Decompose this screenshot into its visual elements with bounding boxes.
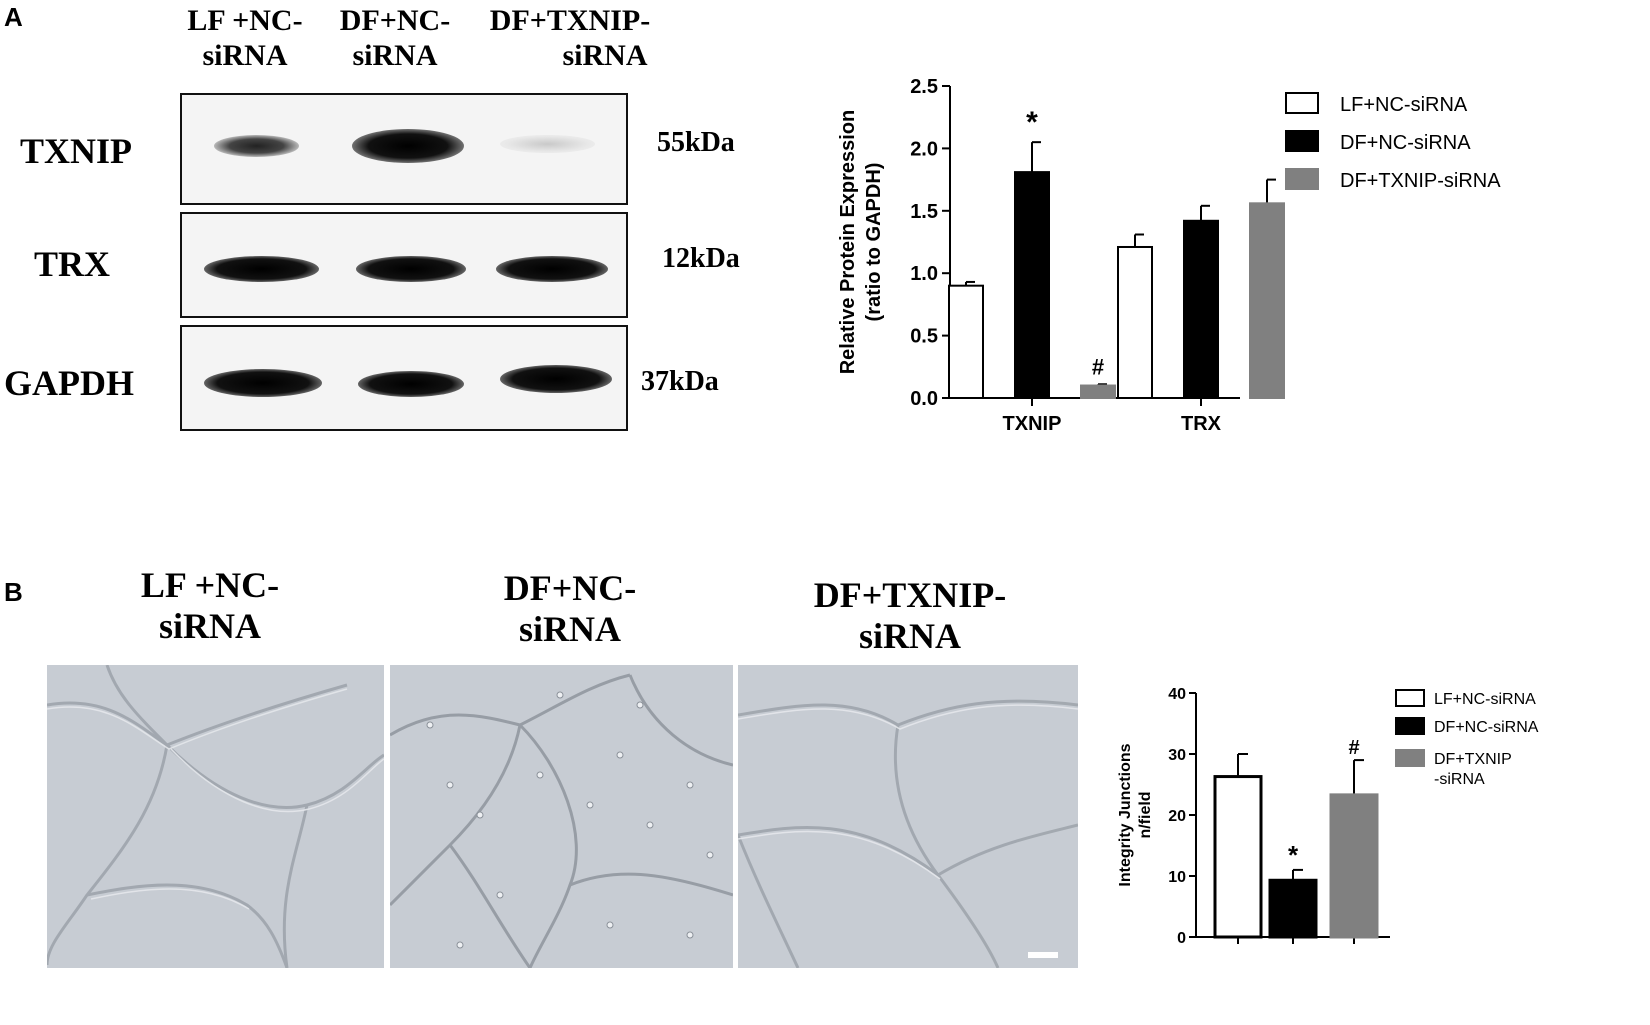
y-tick-label: 0.5 (910, 326, 938, 348)
bar (1249, 202, 1285, 399)
blot-protein-label-txnip: TXNIP (20, 131, 133, 171)
image-label-line1: LF +NC- (140, 565, 280, 605)
legend-label: DF+NC-siRNA (1434, 719, 1539, 736)
y-tick-label: 1.0 (910, 263, 938, 285)
panel-b-letter: B (4, 577, 23, 607)
legend-swatch (1395, 749, 1425, 767)
y-tick-label: 10 (1168, 869, 1186, 886)
bar (948, 284, 984, 399)
blot-band (358, 371, 464, 397)
micrograph-df-nc-sirna (390, 665, 733, 968)
y-tick-label: 40 (1168, 686, 1186, 703)
bar (1014, 171, 1050, 399)
y-axis-label-line: Relative Protein Expression (837, 110, 859, 375)
y-tick-label: 2.0 (910, 138, 938, 160)
significance-marker: * (1026, 106, 1038, 139)
scale-bar (1028, 952, 1058, 958)
integrity-junctions-plot: 0 10 20 30 40 Integrity Junctions n/field * # LF+… (1117, 686, 1539, 947)
legend-swatch (1285, 168, 1319, 190)
x-tick-label: TRX (1181, 413, 1222, 435)
legend-swatch (1395, 689, 1425, 707)
legend-label: DF+NC-siRNA (1340, 132, 1471, 154)
lane-label-line2: siRNA (352, 38, 438, 72)
image-label-3: DF+TXNIP- siRNA (780, 575, 1040, 658)
protein-expression-plot: 0.0 0.5 1.0 1.5 2.0 2.5 Relative Protein Expre… (837, 76, 1501, 435)
blot-lane-label-3: DF+TXNIP- siRNA (460, 4, 680, 73)
legend-swatch (1395, 717, 1425, 735)
x-tick-label: TXNIP (1003, 413, 1062, 435)
image-label-line2: siRNA (158, 606, 261, 647)
lane-label-line2: siRNA (562, 38, 648, 72)
y-axis-label-line: n/field (1137, 791, 1154, 838)
legend-label: DF+TXNIP-siRNA (1340, 170, 1501, 192)
legend-label: -siRNA (1434, 771, 1485, 788)
micrograph-df-txnip-sirna (738, 665, 1078, 968)
tube-network-image (390, 673, 733, 968)
y-tick-label: 1.5 (910, 201, 938, 223)
blot-band (496, 256, 608, 282)
image-label-2: DF+NC- siRNA (460, 568, 680, 651)
blot-kda-label-trx: 12kDa (662, 243, 740, 274)
bar (1268, 878, 1318, 939)
legend-label: DF+TXNIP (1434, 751, 1512, 768)
blot-lane-label-1: LF +NC- siRNA (150, 4, 340, 73)
y-tick-label: 30 (1168, 747, 1186, 764)
blot-band (356, 256, 466, 282)
micrograph-lf-nc-sirna (47, 665, 384, 968)
significance-marker: # (1092, 354, 1104, 379)
bar (1183, 219, 1219, 399)
y-tick-label: 0.0 (910, 388, 938, 410)
y-axis-label-line: (ratio to GAPDH) (863, 163, 885, 322)
significance-marker: * (1288, 840, 1299, 870)
y-tick-label: 2.5 (910, 76, 938, 98)
legend-swatch (1285, 92, 1319, 114)
bar (1117, 245, 1153, 399)
significance-marker: # (1348, 737, 1359, 759)
blot-protein-label-trx: TRX (34, 244, 111, 284)
lane-label-line1: DF+NC- (339, 4, 451, 37)
bar (1329, 793, 1379, 939)
image-label-line1: DF+TXNIP- (813, 575, 1007, 615)
blot-lane-label-2: DF+NC- siRNA (300, 4, 490, 73)
legend-label: LF+NC-siRNA (1340, 94, 1468, 116)
blot-band (500, 135, 595, 153)
lane-label-line1: DF+TXNIP- (489, 4, 651, 37)
protein-expression-chart: 0.0 0.5 1.0 1.5 2.0 2.5 Relative Protein Expre… (837, 76, 1501, 435)
western-blot-gapdh (180, 325, 628, 431)
bar (1080, 384, 1116, 399)
image-label-line2: siRNA (858, 616, 961, 657)
image-label-line2: siRNA (518, 609, 621, 650)
image-label-line1: DF+NC- (503, 568, 637, 608)
legend-swatch (1285, 130, 1319, 152)
blot-band (204, 256, 319, 282)
blot-band (214, 135, 299, 157)
y-axis-label: Integrity Junctions n/field (1117, 743, 1154, 886)
tube-network-image (47, 665, 384, 968)
integrity-junctions-chart: 0 10 20 30 40 Integrity Junctions n/field * # LF+… (1117, 686, 1539, 947)
blot-kda-label-gapdh: 37kDa (641, 366, 719, 397)
image-label-1: LF +NC- siRNA (110, 565, 310, 648)
tube-network-image (738, 699, 1078, 968)
blot-band (352, 129, 464, 163)
blot-band (204, 369, 322, 397)
panel-a-letter: A (4, 2, 23, 32)
y-axis-label: Relative Protein Expression (ratio to GAP… (837, 110, 885, 375)
western-blot-txnip (180, 93, 628, 205)
western-blot-trx (180, 212, 628, 318)
bar (1213, 775, 1263, 939)
lane-label-line2: siRNA (202, 38, 288, 72)
legend-label: LF+NC-siRNA (1434, 691, 1536, 708)
y-axis-label-line: Integrity Junctions (1117, 743, 1134, 886)
y-tick-label: 20 (1168, 808, 1186, 825)
lane-label-line1: LF +NC- (187, 4, 303, 37)
blot-band (500, 365, 612, 393)
blot-protein-label-gapdh: GAPDH (4, 363, 134, 403)
blot-kda-label-txnip: 55kDa (657, 127, 735, 158)
y-tick-label: 0 (1177, 930, 1186, 947)
